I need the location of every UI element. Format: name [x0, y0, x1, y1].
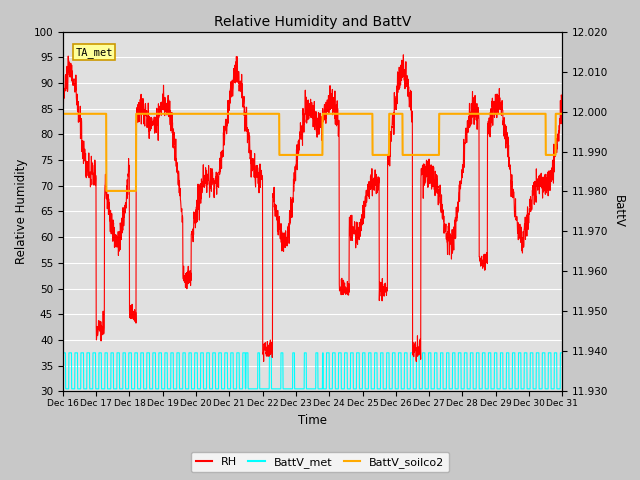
Y-axis label: Relative Humidity: Relative Humidity — [15, 159, 28, 264]
Legend: RH, BattV_met, BattV_soilco2: RH, BattV_met, BattV_soilco2 — [191, 452, 449, 472]
Text: TA_met: TA_met — [76, 47, 113, 58]
X-axis label: Time: Time — [298, 414, 327, 427]
Title: Relative Humidity and BattV: Relative Humidity and BattV — [214, 15, 411, 29]
Y-axis label: BattV: BattV — [612, 195, 625, 228]
